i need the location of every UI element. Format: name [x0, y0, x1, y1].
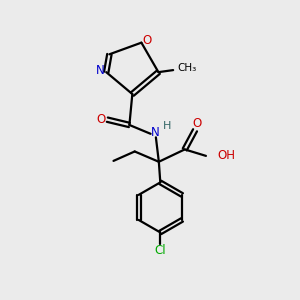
Text: H: H — [163, 121, 171, 130]
Text: O: O — [96, 112, 106, 126]
Text: N: N — [151, 126, 160, 139]
Text: CH₃: CH₃ — [177, 63, 196, 73]
Text: O: O — [192, 117, 201, 130]
Text: Cl: Cl — [154, 244, 166, 257]
Text: N: N — [95, 64, 104, 77]
Text: OH: OH — [217, 148, 235, 161]
Text: O: O — [142, 34, 151, 47]
